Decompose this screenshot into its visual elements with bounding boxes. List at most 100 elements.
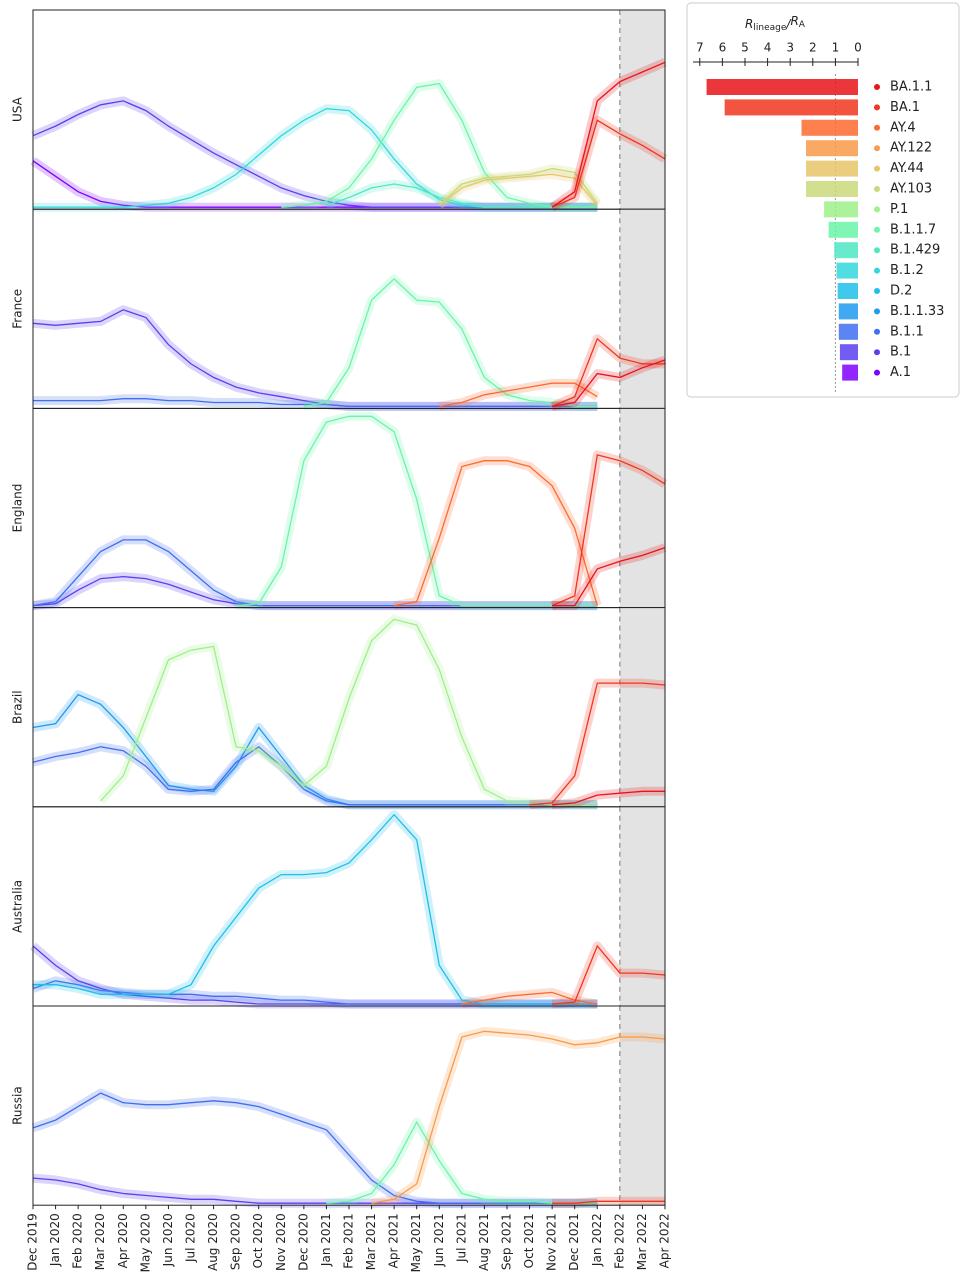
forecast-region [619,209,665,409]
panel: Brazil [11,607,666,810]
series-line [439,382,598,408]
legend-marker [874,145,880,152]
axis-title: Rlineage/RA [745,14,806,33]
series-band [31,1088,598,1208]
bar [824,201,858,218]
bar [801,119,858,136]
x-tick-label: Dec 2020 [296,1213,310,1271]
legend-marker [874,247,880,254]
legend-marker [874,165,880,172]
series-line [551,359,666,408]
x-tick-label: Jan 2020 [48,1213,62,1267]
x-tick-label: Feb 2020 [71,1213,85,1269]
series-line [551,119,666,208]
panel: Australia [11,806,666,1009]
legend-label: AY.44 [890,161,924,176]
legend-label: AY.103 [890,182,932,197]
axis-title-part: A [799,20,806,30]
bar [806,160,858,177]
x-tick-label: Mar 2021 [364,1213,378,1270]
x-tick-label: Jul 2021 [454,1213,468,1263]
x-tick-label: Apr 2020 [116,1213,130,1268]
panel-label: France [11,289,25,329]
x-tick-label: 1 [832,41,840,55]
series-line [551,61,666,208]
x-tick-label: Dec 2019 [26,1213,40,1271]
series-line [438,173,598,206]
series-line [551,337,665,407]
forecast-region [619,408,665,608]
legend-label: B.1.1 [890,324,924,339]
x-tick-label: Oct 2020 [251,1213,265,1268]
bar [806,181,858,197]
series-line [33,813,598,1005]
x-tick-label: Dec 2021 [567,1213,581,1271]
legend-marker [874,124,880,131]
legend-label: B.1.1.7 [890,222,936,237]
x-tick-label: May 2020 [138,1213,152,1272]
series-line [551,454,666,607]
series-band [97,614,598,810]
x-tick-label: 2 [809,41,817,55]
x-tick-label: Apr 2022 [658,1213,672,1268]
series-band [280,79,598,212]
legend-label: BA.1.1 [890,80,932,95]
bar [838,323,858,340]
series-line [552,1200,665,1204]
legend-label: D.2 [890,284,912,299]
legend-label: B.1.2 [890,263,924,278]
series-line [552,546,666,607]
bar [839,344,858,361]
x-tick-label: Jun 2021 [432,1213,446,1267]
series-line [32,1092,598,1204]
legend-label: BA.1 [890,100,920,115]
series-line [461,991,598,1005]
series-line [32,745,598,806]
series-line [529,682,666,806]
legend-marker [874,226,880,233]
x-tick-label: Nov 2021 [545,1213,559,1271]
x-tick-label: Jul 2020 [184,1213,198,1263]
series-line [438,167,598,206]
legend-marker [874,206,880,213]
legend-marker [874,104,880,111]
panel: USA [11,9,668,212]
x-tick-label: Aug 2021 [477,1213,491,1271]
series-line [281,82,598,208]
series-band [235,411,598,611]
bar [724,99,858,116]
x-tick-label: Nov 2020 [274,1213,288,1271]
bar [806,140,858,157]
legend-label: AY.122 [890,141,932,156]
forecast-region [619,10,665,210]
bar [842,364,858,381]
bar [834,242,858,259]
bar [828,221,858,238]
legend-label: A.1 [890,365,911,380]
series-band [33,104,598,212]
legend-marker [874,369,880,376]
bar [836,262,858,279]
legend-marker [874,328,880,335]
forecast-region [619,607,665,807]
x-tick-label: Apr 2021 [387,1213,401,1268]
x-tick-label: 3 [786,41,794,55]
series-band [326,1117,598,1208]
x-tick-label: 7 [696,41,704,55]
legend-marker [874,84,880,90]
panel-frame [32,806,666,1007]
x-tick-label: Aug 2020 [206,1213,220,1271]
panel-label: Brazil [11,690,25,724]
bar [838,303,858,320]
series-line [33,108,598,208]
x-tick-label: Jan 2021 [319,1213,333,1267]
panel: England [11,407,668,611]
x-tick-label: Sep 2020 [229,1213,243,1270]
x-tick-label: Mar 2020 [93,1213,107,1270]
legend-label: P.1 [890,202,908,217]
panel-label: England [11,484,25,533]
legend-label: B.1.429 [890,243,940,258]
series-line [236,415,598,607]
legend-label: B.1 [890,345,911,360]
